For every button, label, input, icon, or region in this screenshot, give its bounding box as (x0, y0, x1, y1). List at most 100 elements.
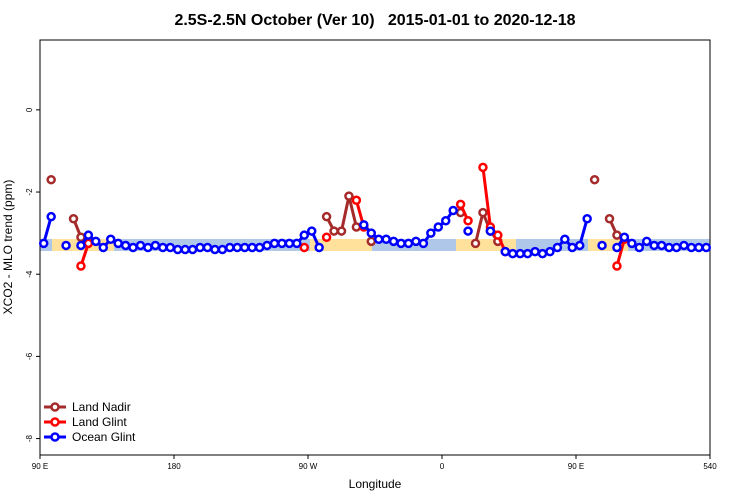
y-tick-label: -6 (25, 352, 34, 360)
data-point (597, 240, 607, 251)
data-point (321, 232, 332, 242)
data-point (418, 238, 429, 249)
data-point (299, 230, 310, 240)
data-point (187, 244, 198, 255)
y-tick-label: -4 (25, 270, 34, 278)
y-tick-label: -8 (25, 434, 34, 442)
data-point (232, 242, 243, 253)
series-line (72, 195, 619, 244)
data-point (381, 234, 391, 245)
data-point (120, 240, 131, 251)
data-point (574, 240, 585, 251)
data-point (217, 244, 228, 255)
data-point (545, 246, 555, 257)
data-point (210, 244, 220, 255)
data-point (143, 242, 153, 253)
data-point (627, 238, 637, 249)
x-tick-label: 180 (167, 462, 181, 471)
data-point (76, 240, 86, 251)
data-point (641, 236, 652, 247)
data-point (388, 236, 399, 247)
data-point (351, 222, 362, 232)
data-point (440, 216, 451, 226)
data-point (359, 220, 369, 230)
legend-marker (50, 417, 60, 427)
data-point (694, 242, 704, 253)
data-point (306, 226, 317, 236)
data-point (463, 216, 473, 226)
data-point (470, 238, 481, 249)
x-tick-label: 90 E (568, 462, 584, 471)
data-point (589, 174, 600, 185)
data-point (567, 242, 578, 253)
data-point (537, 248, 548, 259)
data-point (150, 240, 161, 251)
data-point (158, 242, 168, 253)
data-point (351, 195, 362, 205)
data-point (83, 230, 94, 240)
chart-title: 2.5S-2.5N October (Ver 10) 2015-01-01 to… (174, 12, 575, 29)
data-point (247, 242, 257, 253)
data-point (463, 226, 473, 236)
data-point (329, 226, 339, 236)
data-point (396, 238, 406, 249)
data-point (493, 230, 503, 240)
legend-marker (50, 432, 60, 442)
data-point (433, 222, 444, 232)
data-point (76, 261, 86, 271)
land-band (310, 239, 372, 251)
data-point (522, 248, 533, 259)
x-tick-label: 0 (440, 462, 445, 471)
data-point (135, 240, 146, 251)
data-point (98, 242, 109, 253)
data-point (46, 174, 56, 185)
y-tick-label: 0 (25, 107, 34, 112)
y-tick-label: -2 (25, 188, 34, 196)
data-point (105, 234, 116, 245)
data-point (239, 242, 250, 253)
x-tick-label: 90 E (32, 462, 48, 471)
data-point (91, 236, 101, 247)
legend-label: Ocean Glint (72, 430, 136, 444)
data-point (612, 242, 622, 253)
data-point (180, 244, 190, 255)
data-point (500, 246, 511, 257)
data-point (366, 228, 377, 238)
data-point (671, 242, 682, 253)
data-point (292, 238, 302, 249)
data-point (68, 213, 79, 224)
data-point (366, 236, 377, 247)
data-point (664, 242, 674, 253)
data-point (269, 238, 280, 249)
data-point (321, 211, 332, 222)
data-point (448, 205, 458, 216)
data-point (336, 226, 347, 236)
data-point (373, 234, 384, 245)
data-point (225, 242, 235, 253)
data-point (113, 238, 123, 249)
data-point (411, 236, 421, 247)
data-point (634, 242, 645, 253)
data-point (172, 244, 183, 255)
x-tick-label: 90 W (299, 462, 318, 471)
data-point (277, 238, 287, 249)
legend-label: Land Nadir (72, 400, 131, 414)
data-point (299, 242, 310, 253)
data-point (403, 238, 414, 249)
data-point (128, 242, 138, 253)
data-point (254, 242, 265, 253)
data-point (560, 234, 570, 245)
data-point (38, 238, 49, 249)
y-axis-label: XCO2 - MLO trend (ppm) (1, 180, 15, 315)
data-point (612, 261, 622, 271)
data-point (195, 242, 205, 253)
data-point (455, 199, 466, 210)
data-point (61, 240, 71, 251)
x-tick-label: 540 (703, 462, 717, 471)
data-point (656, 240, 667, 251)
data-point (582, 213, 592, 224)
data-point (478, 162, 488, 173)
legend-marker (50, 402, 60, 412)
data-point (604, 213, 615, 224)
